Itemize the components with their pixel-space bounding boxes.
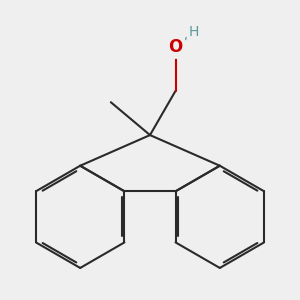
Text: O: O bbox=[168, 38, 183, 56]
Text: H: H bbox=[188, 25, 199, 39]
